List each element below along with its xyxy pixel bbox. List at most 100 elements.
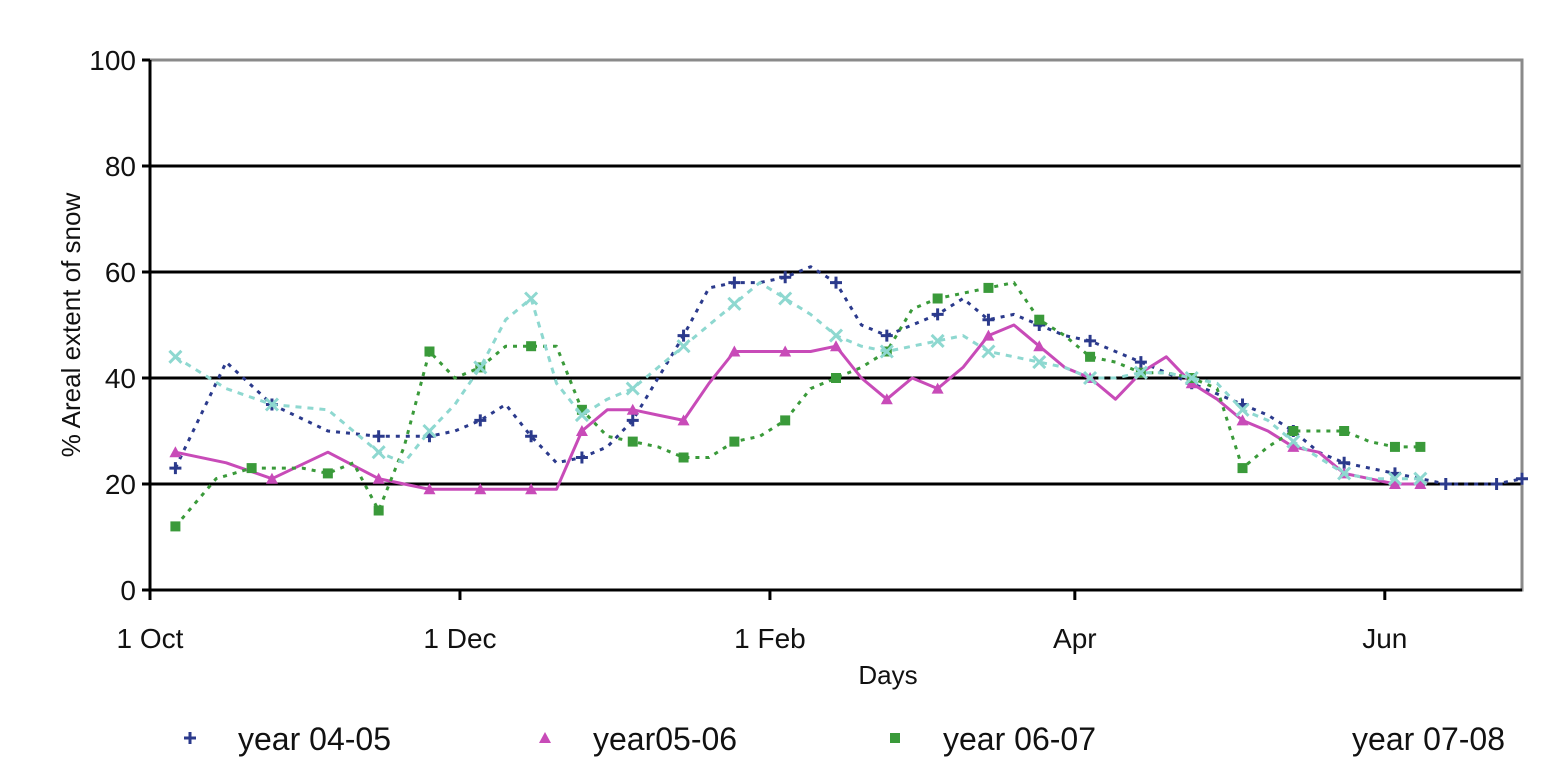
data-point bbox=[625, 381, 640, 396]
data-point bbox=[627, 436, 638, 447]
data-point bbox=[931, 382, 944, 394]
legend: year 04-05 year05-06 year 06-07 year 07-08 bbox=[184, 721, 1505, 757]
series-line-2 bbox=[175, 323, 1421, 491]
data-point bbox=[982, 313, 995, 326]
data-point bbox=[1235, 402, 1250, 417]
data-point bbox=[526, 341, 537, 352]
data-point bbox=[1389, 441, 1400, 452]
legend-entry-2: year05-06 bbox=[539, 721, 737, 757]
data-point bbox=[473, 360, 488, 375]
axes: 0 20 40 60 80 100 1 Oct 1 Dec 1 Feb Apr Jun bbox=[89, 45, 1522, 654]
data-point bbox=[170, 521, 181, 532]
x-tick-label: Jun bbox=[1362, 623, 1407, 654]
data-point bbox=[780, 415, 791, 426]
data-point bbox=[1516, 472, 1528, 485]
data-point bbox=[1388, 478, 1401, 489]
data-point bbox=[983, 282, 994, 293]
data-point bbox=[474, 414, 487, 427]
data-point bbox=[1339, 426, 1350, 436]
data-point bbox=[169, 462, 182, 475]
data-point bbox=[1134, 356, 1147, 369]
data-point bbox=[525, 483, 538, 495]
legend-label: year 06-07 bbox=[943, 721, 1096, 757]
data-point bbox=[373, 505, 384, 516]
data-point bbox=[626, 414, 639, 427]
y-tick-label: 20 bbox=[105, 469, 136, 500]
data-point bbox=[1415, 441, 1426, 452]
data-point bbox=[880, 393, 893, 405]
data-point bbox=[1413, 471, 1428, 486]
data-point bbox=[880, 329, 893, 342]
legend-entry-4: year 07-08 bbox=[1352, 721, 1505, 757]
data-point bbox=[779, 345, 792, 357]
data-point bbox=[1032, 355, 1047, 370]
data-point bbox=[1490, 478, 1503, 490]
data-point bbox=[1387, 471, 1403, 486]
series-3 bbox=[170, 281, 1426, 532]
data-point bbox=[322, 468, 333, 479]
series-line-4 bbox=[174, 281, 1421, 481]
data-point bbox=[372, 472, 385, 484]
data-point bbox=[830, 340, 842, 352]
data-point bbox=[1338, 456, 1351, 469]
y-tick-label: 100 bbox=[89, 45, 136, 76]
legend-label: year05-06 bbox=[593, 721, 737, 757]
data-point bbox=[575, 451, 588, 464]
data-point bbox=[727, 296, 742, 311]
legend-marker bbox=[890, 733, 900, 743]
data-point bbox=[1033, 340, 1046, 352]
data-point bbox=[169, 446, 182, 458]
legend-marker bbox=[184, 732, 196, 744]
data-point bbox=[626, 403, 639, 415]
data-point bbox=[1085, 351, 1096, 362]
data-point bbox=[981, 344, 996, 359]
data-point bbox=[676, 339, 691, 354]
data-point bbox=[930, 333, 945, 348]
data-point bbox=[1287, 440, 1300, 452]
data-point bbox=[1337, 466, 1352, 481]
series-line-1 bbox=[174, 265, 1523, 486]
data-point bbox=[729, 436, 740, 447]
data-point bbox=[830, 276, 842, 289]
x-axis-title: Days bbox=[858, 660, 917, 690]
data-point bbox=[1083, 370, 1098, 386]
data-point bbox=[1288, 426, 1299, 436]
data-point bbox=[372, 430, 385, 443]
legend-entry-1: year 04-05 bbox=[184, 721, 391, 757]
data-point bbox=[831, 373, 841, 383]
data-point bbox=[246, 463, 257, 474]
data-point bbox=[932, 293, 943, 304]
data-point bbox=[1237, 463, 1248, 474]
data-point bbox=[576, 404, 587, 415]
data-point bbox=[1286, 434, 1301, 449]
data-point bbox=[168, 349, 183, 364]
data-point bbox=[828, 328, 844, 343]
data-point bbox=[677, 414, 690, 426]
x-tick-label: 1 Oct bbox=[117, 623, 184, 654]
legend-marker bbox=[539, 732, 551, 743]
data-point bbox=[1439, 478, 1452, 490]
data-point bbox=[525, 430, 538, 443]
data-point bbox=[423, 483, 436, 495]
series-4 bbox=[168, 281, 1428, 486]
data-point bbox=[931, 308, 944, 321]
data-point bbox=[474, 483, 487, 495]
data-point bbox=[524, 291, 539, 306]
plot-area-frame bbox=[148, 58, 1524, 592]
data-point bbox=[728, 345, 741, 357]
data-point bbox=[1034, 314, 1045, 325]
data-point bbox=[265, 472, 278, 484]
data-point bbox=[879, 344, 894, 359]
data-point bbox=[728, 276, 741, 289]
data-point bbox=[1184, 370, 1199, 386]
y-tick-label: 40 bbox=[105, 363, 136, 394]
x-tick-label: Apr bbox=[1053, 623, 1097, 654]
y-tick-label: 80 bbox=[105, 151, 136, 182]
x-tick-label: 1 Dec bbox=[423, 623, 496, 654]
data-point bbox=[1133, 365, 1148, 380]
legend-label: year 04-05 bbox=[238, 721, 391, 757]
data-point bbox=[575, 425, 588, 436]
legend-label: year 07-08 bbox=[1352, 721, 1505, 757]
y-tick-label: 0 bbox=[120, 575, 136, 606]
